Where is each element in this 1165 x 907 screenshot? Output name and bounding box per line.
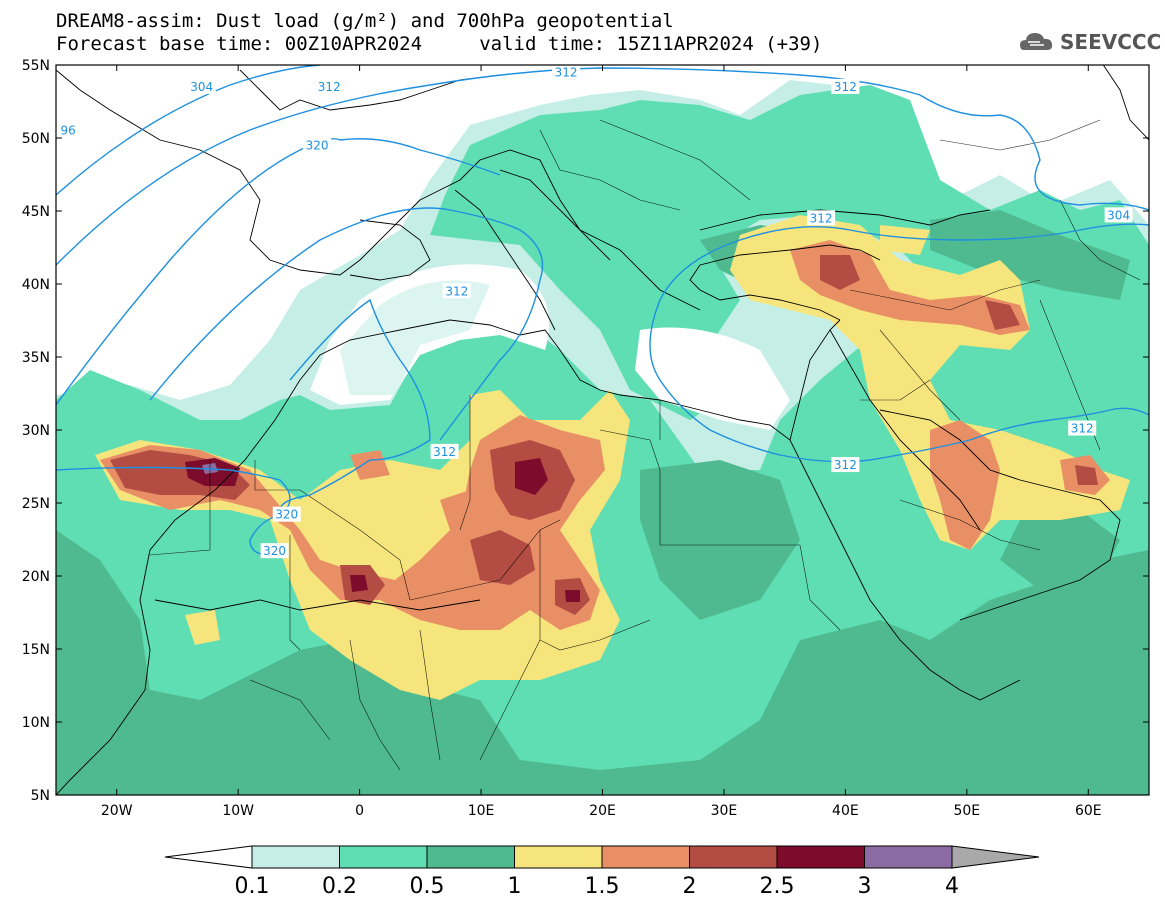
country-borders xyxy=(149,119,1141,771)
colorbar-segment xyxy=(514,845,603,869)
lon-label: 10W xyxy=(222,803,254,819)
contour-label: 312 xyxy=(555,65,578,79)
contour-label: 312 xyxy=(445,284,468,298)
lat-label: 20N xyxy=(22,569,50,585)
contour-label-bg xyxy=(260,543,289,559)
lat-label: 55N xyxy=(22,58,50,74)
lat-label: 30N xyxy=(22,423,50,439)
contour-label: 96 xyxy=(61,124,76,138)
contour-label: 320 xyxy=(263,544,286,558)
contour-label-bg xyxy=(187,78,216,94)
dust-level-mid xyxy=(56,530,1149,795)
contour-label: 312 xyxy=(810,211,833,225)
contour-label-bg xyxy=(807,210,836,226)
lon-label: 30E xyxy=(711,803,738,819)
contour-label: 304 xyxy=(1107,208,1130,222)
contour-label-bg xyxy=(315,78,344,94)
map-title: DREAM8-assim: Dust load (g/m²) and 700hP… xyxy=(56,10,674,32)
colorbar-label: 1 xyxy=(508,874,522,899)
contour-label: 304 xyxy=(190,80,213,94)
lon-label: 50E xyxy=(953,803,980,819)
colorbar-segment xyxy=(601,845,690,869)
colorbar-segment xyxy=(339,845,428,869)
lat-label: 15N xyxy=(22,642,50,658)
colorbar-label: 0.2 xyxy=(322,874,357,899)
lat-label: 45N xyxy=(22,204,50,220)
dust-load-field xyxy=(56,80,1149,795)
contour-label-bg xyxy=(272,506,301,522)
contour-label-bg xyxy=(430,443,459,459)
latitude-labels: 55N 50N 45N 40N 35N 30N 25N 20N 15N 10N 5N xyxy=(22,58,50,804)
lon-label: 10E xyxy=(468,803,495,819)
colorbar-label: 2 xyxy=(683,874,697,899)
contour-label-bg xyxy=(831,78,860,94)
contour-label: 312 xyxy=(433,445,456,459)
contour-label-bg xyxy=(552,64,581,80)
logo-text: SEEVCCC xyxy=(1060,30,1162,54)
colorbar-label: 0.5 xyxy=(410,874,445,899)
colorbar-label: 2.5 xyxy=(760,874,795,899)
contour-label: 312 xyxy=(318,80,341,94)
contour-label: 320 xyxy=(306,138,329,152)
cloud-icon xyxy=(1020,33,1053,50)
contour-label-bg xyxy=(1104,207,1133,223)
contour-label-bg xyxy=(442,283,471,299)
axis-ticks xyxy=(56,64,1149,796)
forecast-time: Forecast base time: 00Z10APR2024 valid t… xyxy=(56,33,823,55)
colorbar-segment xyxy=(689,845,778,869)
contour-label-bg xyxy=(303,137,332,153)
contour-label: 312 xyxy=(1071,422,1094,436)
colorbar-label: 4 xyxy=(945,874,959,899)
lon-label: 20W xyxy=(101,803,133,819)
contour-label-bg xyxy=(1068,420,1097,436)
lon-label: 40E xyxy=(832,803,859,819)
colorbar-segment xyxy=(776,845,865,869)
colorbar-label: 3 xyxy=(858,874,872,899)
colorbar-segment xyxy=(251,845,340,869)
lat-label: 40N xyxy=(22,277,50,293)
lat-label: 35N xyxy=(22,350,50,366)
colorbar-over-triangle xyxy=(951,845,1040,869)
lat-label: 25N xyxy=(22,496,50,512)
lat-label: 50N xyxy=(22,131,50,147)
colorbar-under-triangle xyxy=(164,845,253,869)
contour-label: 312 xyxy=(834,458,857,472)
longitude-labels: 20W 10W 0 10E 20E 30E 40E 50E 60E xyxy=(101,803,1102,819)
colorbar-label: 1.5 xyxy=(585,874,620,899)
colorbar-segment xyxy=(864,845,953,869)
colorbar: 0.1 0.2 0.5 1 1.5 2 2.5 3 4 xyxy=(164,845,1040,899)
contour-label: 320 xyxy=(275,508,298,522)
lon-label: 60E xyxy=(1075,803,1102,819)
lon-label: 0 xyxy=(355,803,364,819)
colorbar-segment xyxy=(426,845,515,869)
contour-label: 312 xyxy=(834,80,857,94)
lon-label: 20E xyxy=(589,803,616,819)
contour-label-bg xyxy=(831,457,860,473)
colorbar-label: 0.1 xyxy=(235,874,270,899)
contour-labels: 304 312 312 312 96 320 312 312 304 312 312 312 320 32… xyxy=(58,64,1133,559)
contour-label-bg xyxy=(58,122,79,138)
lat-label: 10N xyxy=(22,715,50,731)
coastlines xyxy=(56,65,1149,795)
lat-label: 5N xyxy=(31,788,50,804)
